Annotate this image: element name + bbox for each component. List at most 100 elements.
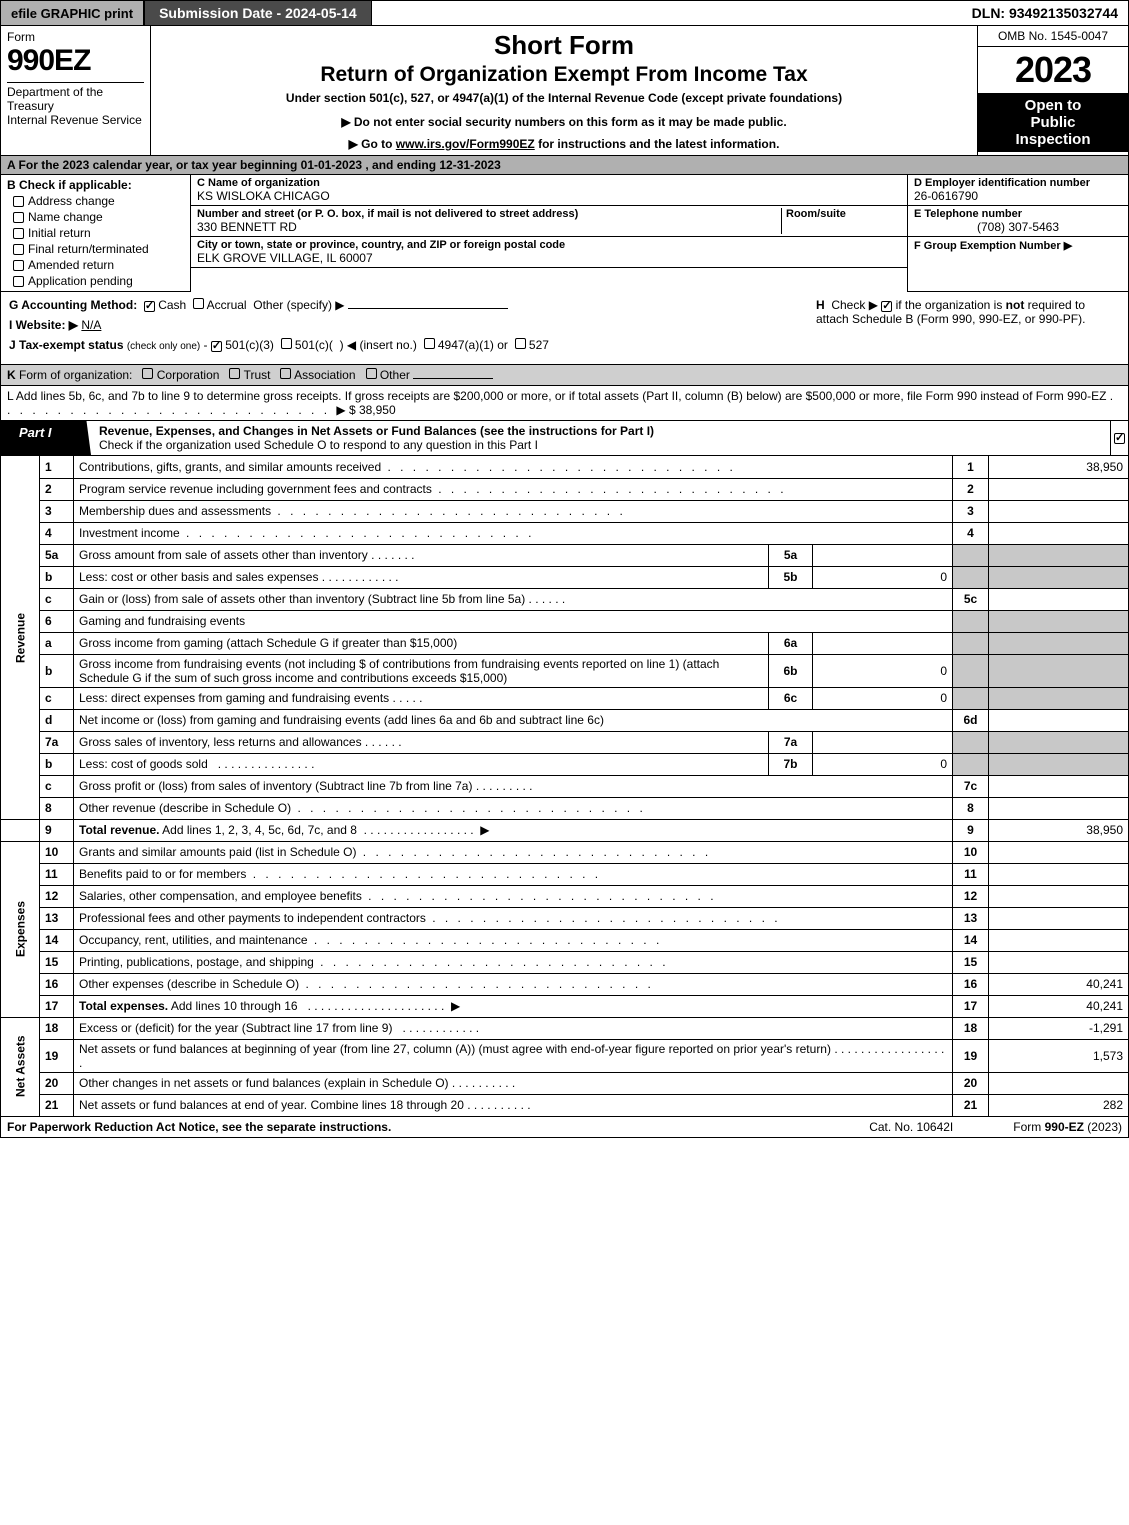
short-form: Short Form xyxy=(159,30,969,61)
chk-address-change[interactable]: Address change xyxy=(7,194,184,208)
line-text-span: Program service revenue including govern… xyxy=(79,482,432,496)
chk-application-pending[interactable]: Application pending xyxy=(7,274,184,288)
checkbox-icon xyxy=(13,244,24,255)
line-amt xyxy=(989,522,1129,544)
line-text-span: Excess or (deficit) for the year (Subtra… xyxy=(79,1021,392,1035)
checkbox-icon[interactable] xyxy=(366,368,377,379)
inner-amt xyxy=(813,632,953,654)
line-box: 11 xyxy=(953,863,989,885)
netassets-label: Net Assets xyxy=(1,1017,40,1116)
table-row: Net Assets 18 Excess or (deficit) for th… xyxy=(1,1017,1129,1039)
line-num: a xyxy=(40,632,74,654)
checkbox-icon[interactable] xyxy=(280,368,291,379)
ghij-block: G Accounting Method: Cash Accrual Other … xyxy=(0,292,1129,365)
irs-link[interactable]: www.irs.gov/Form990EZ xyxy=(396,137,535,151)
line-box-grey xyxy=(953,566,989,588)
line-text: Occupancy, rent, utilities, and maintena… xyxy=(74,929,953,951)
line-num: 11 xyxy=(40,863,74,885)
line-box: 16 xyxy=(953,973,989,995)
checkbox-icon[interactable] xyxy=(193,298,204,309)
c-city-value: ELK GROVE VILLAGE, IL 60007 xyxy=(197,251,901,265)
part-i-check[interactable] xyxy=(1110,421,1128,455)
line-text: Gross sales of inventory, less returns a… xyxy=(74,731,769,753)
g-accrual: Accrual xyxy=(207,298,247,312)
footer-left: For Paperwork Reduction Act Notice, see … xyxy=(7,1120,809,1134)
chk-initial-return[interactable]: Initial return xyxy=(7,226,184,240)
line-box: 6d xyxy=(953,709,989,731)
inner-box: 7b xyxy=(769,753,813,775)
line-amt xyxy=(989,841,1129,863)
line-amt xyxy=(989,885,1129,907)
checkbox-icon[interactable] xyxy=(142,368,153,379)
checkbox-icon[interactable] xyxy=(515,338,526,349)
chk-final-return[interactable]: Final return/terminated xyxy=(7,242,184,256)
ssn-note: ▶ Do not enter social security numbers o… xyxy=(159,115,969,129)
footer-right-b: 990-EZ xyxy=(1045,1120,1084,1134)
page-footer: For Paperwork Reduction Act Notice, see … xyxy=(0,1117,1129,1138)
submission-date: Submission Date - 2024-05-14 xyxy=(145,1,372,25)
chk-label: Final return/terminated xyxy=(28,242,149,256)
line-box: 20 xyxy=(953,1072,989,1094)
line-amt xyxy=(989,500,1129,522)
line-text: Total revenue. Add lines 1, 2, 3, 4, 5c,… xyxy=(74,819,953,841)
line-box: 17 xyxy=(953,995,989,1017)
line-amt: 40,241 xyxy=(989,973,1129,995)
line-num: c xyxy=(40,775,74,797)
line-num: 8 xyxy=(40,797,74,819)
checkbox-icon[interactable] xyxy=(229,368,240,379)
line-box-grey xyxy=(953,654,989,687)
line-text-span: Printing, publications, postage, and shi… xyxy=(79,955,314,969)
line-box: 3 xyxy=(953,500,989,522)
table-row: 16 Other expenses (describe in Schedule … xyxy=(1,973,1129,995)
checkbox-icon xyxy=(13,228,24,239)
dept-treasury: Department of the Treasury Internal Reve… xyxy=(7,82,144,127)
line-num: c xyxy=(40,588,74,610)
checkbox-icon[interactable] xyxy=(881,301,892,312)
k-other-line xyxy=(413,378,493,379)
line-text-span: Benefits paid to or for members xyxy=(79,867,246,881)
line-text-span: Gross sales of inventory, less returns a… xyxy=(79,735,362,749)
chk-name-change[interactable]: Name change xyxy=(7,210,184,224)
checkbox-icon[interactable] xyxy=(424,338,435,349)
line-num: 10 xyxy=(40,841,74,863)
efile-print-button[interactable]: efile GRAPHIC print xyxy=(1,1,145,25)
table-row: 15 Printing, publications, postage, and … xyxy=(1,951,1129,973)
e-tel-value: (708) 307-5463 xyxy=(914,220,1122,234)
c-room-label: Room/suite xyxy=(786,208,901,220)
inner-box: 7a xyxy=(769,731,813,753)
table-row: 8 Other revenue (describe in Schedule O)… xyxy=(1,797,1129,819)
line-amt xyxy=(989,588,1129,610)
line-amt xyxy=(989,863,1129,885)
col-def: D Employer identification number 26-0616… xyxy=(908,175,1128,292)
line-box: 9 xyxy=(953,819,989,841)
line-text-span: Gain or (loss) from sale of assets other… xyxy=(79,592,525,606)
table-row: 21 Net assets or fund balances at end of… xyxy=(1,1094,1129,1116)
line-amt xyxy=(989,478,1129,500)
line-text: Program service revenue including govern… xyxy=(74,478,953,500)
checkbox-icon xyxy=(13,260,24,271)
line-box-grey xyxy=(953,610,989,632)
line-amt: 282 xyxy=(989,1094,1129,1116)
entity-block: B Check if applicable: Address change Na… xyxy=(0,175,1129,292)
checkbox-icon[interactable] xyxy=(211,341,222,352)
chk-amended-return[interactable]: Amended return xyxy=(7,258,184,272)
revenue-label: Revenue xyxy=(1,456,40,819)
dept-line1: Department of the Treasury xyxy=(7,85,103,113)
line-box: 19 xyxy=(953,1039,989,1072)
g-label: G Accounting Method: xyxy=(9,298,137,312)
line-text: Less: cost of goods sold . . . . . . . .… xyxy=(74,753,769,775)
inner-amt: 0 xyxy=(813,687,953,709)
line-num: 18 xyxy=(40,1017,74,1039)
footer-mid: Cat. No. 10642I xyxy=(809,1120,1013,1134)
insp3: Inspection xyxy=(1015,131,1090,148)
checkbox-icon[interactable] xyxy=(281,338,292,349)
row-l: L Add lines 5b, 6c, and 7b to line 9 to … xyxy=(0,386,1129,421)
c-street-label: Number and street (or P. O. box, if mail… xyxy=(197,208,781,220)
dept-line2: Internal Revenue Service xyxy=(7,113,142,127)
table-row: d Net income or (loss) from gaming and f… xyxy=(1,709,1129,731)
line-amt-grey xyxy=(989,610,1129,632)
inner-amt xyxy=(813,731,953,753)
checkbox-icon[interactable] xyxy=(144,301,155,312)
table-row: b Less: cost of goods sold . . . . . . .… xyxy=(1,753,1129,775)
line-box-grey xyxy=(953,753,989,775)
